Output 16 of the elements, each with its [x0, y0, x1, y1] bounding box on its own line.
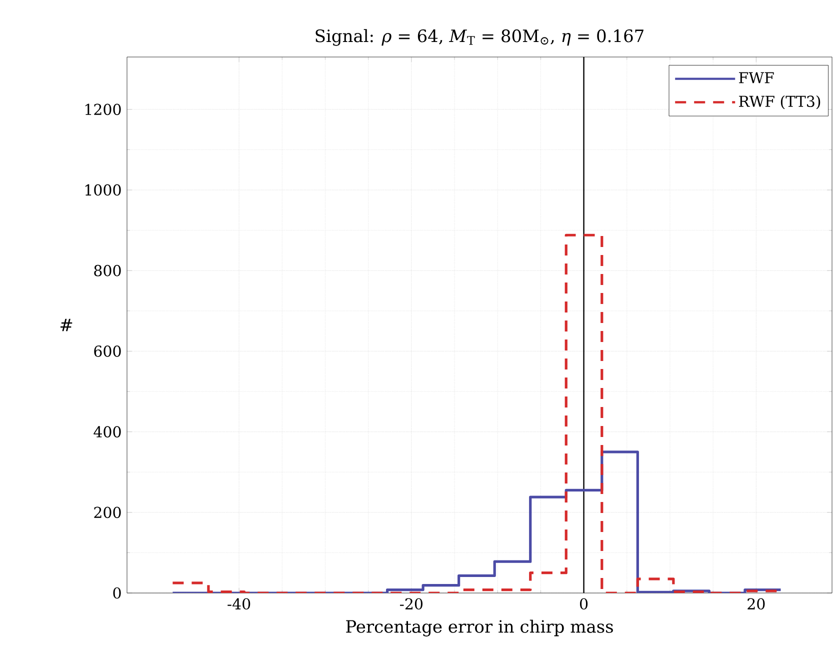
y-axis-title: #: [60, 318, 72, 332]
x-tick-label: 20: [748, 598, 765, 610]
y-tick-label: 800: [94, 264, 121, 276]
chart-title: Signal: ρ = 64, M$_{T}$ = 80M$_{⊙}$, η = 0.167: [316, 29, 644, 46]
x-tick-label: -20: [400, 598, 422, 610]
y-tick-label: 0: [113, 587, 121, 599]
y-tick-label: 600: [94, 346, 121, 357]
x-tick-label: 0: [580, 598, 588, 610]
y-tick-label: 1000: [85, 184, 121, 196]
legend-label: RWF (TT3): [739, 95, 820, 110]
x-tick-label: -40: [228, 598, 250, 610]
legend-label: FWF: [739, 72, 774, 84]
y-tick-label: 400: [94, 426, 121, 438]
y-tick-label: 200: [94, 506, 121, 518]
x-axis-title: Percentage error in chirp mass: [346, 620, 613, 636]
y-tick-label: 1200: [85, 104, 121, 116]
